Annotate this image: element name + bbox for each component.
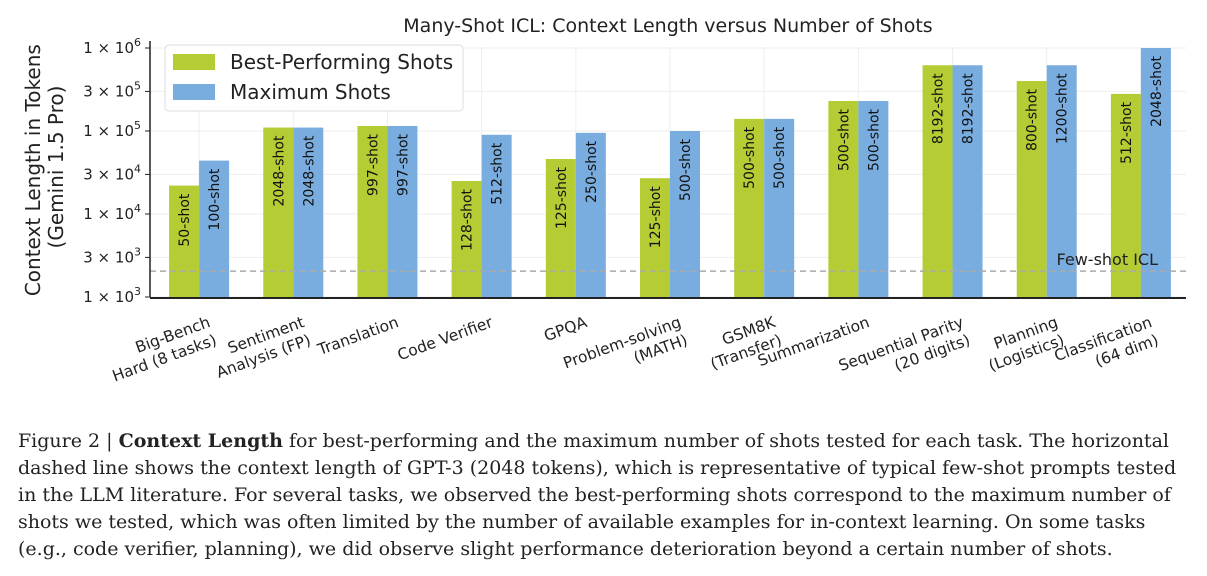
- y-tick-label: 1 × 106: [83, 36, 141, 57]
- bar-max: [575, 132, 606, 297]
- bar-label-best: 50-shot: [177, 193, 193, 247]
- bar-best: [451, 180, 482, 297]
- bar-label-best: 125-shot: [554, 166, 570, 229]
- bar-label-max: 1200-shot: [1055, 73, 1071, 144]
- chart-title: Many-Shot ICL: Context Length versus Num…: [403, 15, 932, 37]
- y-ticks-layer: 1 × 103 3 × 103 1 × 104 3 × 104 1 × 105 3 × 1…: [83, 36, 150, 306]
- x-tick-label: GSM8K(Transfer): [702, 313, 785, 374]
- bar-max: [1140, 48, 1171, 297]
- reference-line-label: Few-shot ICL: [1057, 250, 1159, 269]
- bar-max: [764, 118, 795, 298]
- bar-label-best: 800-shot: [1025, 89, 1041, 152]
- y-axis-label-line-2: (Gemini 1.5 Pro): [44, 86, 68, 249]
- x-tick-label: Classification(64 dim): [1052, 313, 1161, 383]
- y-tick-label: 1 × 103: [83, 285, 141, 306]
- bar-best: [640, 178, 670, 297]
- bar-label-max: 500-shot: [678, 138, 694, 201]
- context-length-chart: Many-Shot ICL: Context Length versus Num…: [21, 15, 1186, 386]
- bar-max: [387, 125, 418, 297]
- x-tick-label: Planning(Logistics): [980, 313, 1067, 375]
- bar-label-best: 125-shot: [648, 186, 664, 249]
- x-tick-label: Translation: [314, 313, 400, 359]
- bar-best: [545, 158, 576, 297]
- legend-box: [164, 44, 464, 112]
- bar-max: [670, 131, 700, 297]
- bar-best: [828, 100, 859, 297]
- caption-prefix: Figure 2 |: [18, 430, 119, 452]
- x-tick-label: Big-BenchHard (8 tasks): [103, 313, 219, 385]
- figure-caption: Figure 2 | Context Length for best-perfo…: [18, 428, 1198, 563]
- bar-max: [481, 134, 512, 297]
- y-tick-label: 1 × 105: [83, 119, 141, 140]
- bar-max: [952, 65, 983, 297]
- bar-label-max: 512-shot: [490, 142, 506, 205]
- bar-best: [922, 65, 953, 297]
- y-tick-label: 3 × 105: [83, 79, 141, 100]
- bar-label-best: 128-shot: [460, 188, 476, 251]
- bar-max: [199, 160, 230, 297]
- bar-label-max: 500-shot: [866, 108, 882, 171]
- y-axis-label-line-1: Context Length in Tokens: [21, 44, 45, 296]
- y-tick-label: 1 × 104: [83, 202, 141, 223]
- bar-best: [734, 118, 765, 298]
- caption-body: for best-performing and the maximum numb…: [18, 430, 1177, 560]
- legend-label: Maximum Shots: [230, 80, 391, 104]
- legend-swatch: [173, 84, 215, 100]
- y-tick-label: 3 × 104: [83, 162, 141, 183]
- bar-label-max: 2048-shot: [1149, 55, 1165, 126]
- bar-best: [169, 185, 200, 297]
- x-ticks-layer: Big-BenchHard (8 tasks) SentimentAnalysis…: [103, 313, 1161, 386]
- bar-max: [1046, 65, 1077, 297]
- bar-best: [357, 125, 388, 297]
- bar-max: [858, 100, 889, 297]
- bar-label-max: 250-shot: [584, 140, 600, 203]
- bar-label-best: 997-shot: [365, 133, 381, 196]
- x-tick-label: GPQA: [542, 313, 590, 345]
- bar-label-max: 997-shot: [395, 133, 411, 196]
- bar-label-max: 8192-shot: [961, 73, 977, 144]
- bar-best: [263, 127, 294, 297]
- bar-label-best: 500-shot: [836, 108, 852, 171]
- bar-label-max: 100-shot: [207, 168, 223, 231]
- bar-label-best: 8192-shot: [931, 73, 947, 144]
- caption-bold-title: Context Length: [118, 430, 283, 452]
- bar-max: [293, 127, 324, 297]
- legend-label: Best-Performing Shots: [230, 50, 453, 74]
- bar-label-max: 500-shot: [772, 126, 788, 189]
- bar-label-best: 2048-shot: [271, 135, 287, 206]
- axes-layer: [149, 41, 1186, 299]
- bars-layer: 50-shot 100-shot 2048-shot 2048-shot 997-sho…: [169, 48, 1171, 298]
- y-axis-label: Context Length in Tokens (Gemini 1.5 Pro…: [21, 38, 68, 296]
- reference-line-layer: Few-shot ICL: [150, 250, 1186, 272]
- legend: Best-Performing Shots Maximum Shots: [164, 44, 464, 112]
- bar-label-best: 512-shot: [1119, 101, 1135, 164]
- bar-label-max: 2048-shot: [301, 135, 317, 206]
- y-tick-label: 3 × 103: [83, 245, 141, 266]
- bar-best: [1016, 81, 1047, 297]
- x-tick-label: Code Verifier: [395, 313, 496, 364]
- bar-label-best: 500-shot: [742, 126, 758, 189]
- legend-swatch: [173, 54, 215, 70]
- bar-best: [1110, 93, 1141, 297]
- x-tick-label: SentimentAnalysis (FP): [207, 313, 313, 382]
